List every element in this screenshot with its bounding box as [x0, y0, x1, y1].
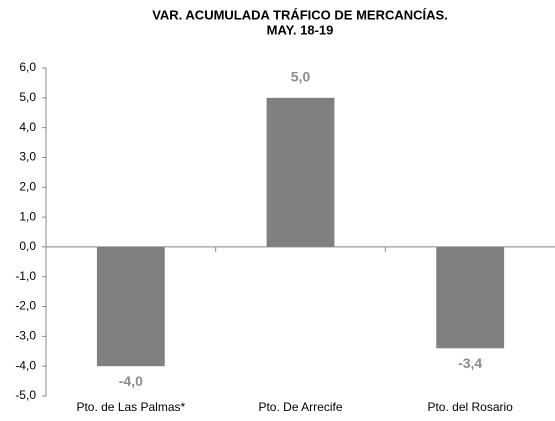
y-tick-label: 2,0	[19, 179, 36, 193]
bar	[266, 97, 335, 247]
y-tick-label: -1,0	[15, 269, 36, 283]
y-tick-label: 6,0	[19, 60, 36, 74]
bar	[96, 246, 165, 367]
value-label: -3,4	[458, 355, 482, 371]
chart-subtitle: MAY. 18-19	[267, 22, 334, 37]
y-tick-label: 4,0	[19, 120, 36, 134]
y-tick-label: 0,0	[19, 239, 36, 253]
y-tick-label: 1,0	[19, 209, 36, 223]
y-tick-label: 5,0	[19, 90, 36, 104]
y-tick-label: -5,0	[15, 388, 36, 402]
value-label: 5,0	[291, 69, 311, 85]
y-tick-label: -4,0	[15, 358, 36, 372]
y-tick-label: -2,0	[15, 299, 36, 313]
value-label: -4,0	[119, 373, 143, 389]
y-tick-label: -3,0	[15, 329, 36, 343]
bar	[436, 246, 505, 349]
chart-title: VAR. ACUMULADA TRÁFICO DE MERCANCÍAS.	[152, 7, 448, 22]
y-tick-label: 3,0	[19, 150, 36, 164]
x-tick-label: Pto. De Arrecife	[258, 400, 342, 414]
x-tick-label: Pto. del Rosario	[427, 400, 513, 414]
x-tick-label: Pto. de Las Palmas*	[76, 400, 185, 414]
